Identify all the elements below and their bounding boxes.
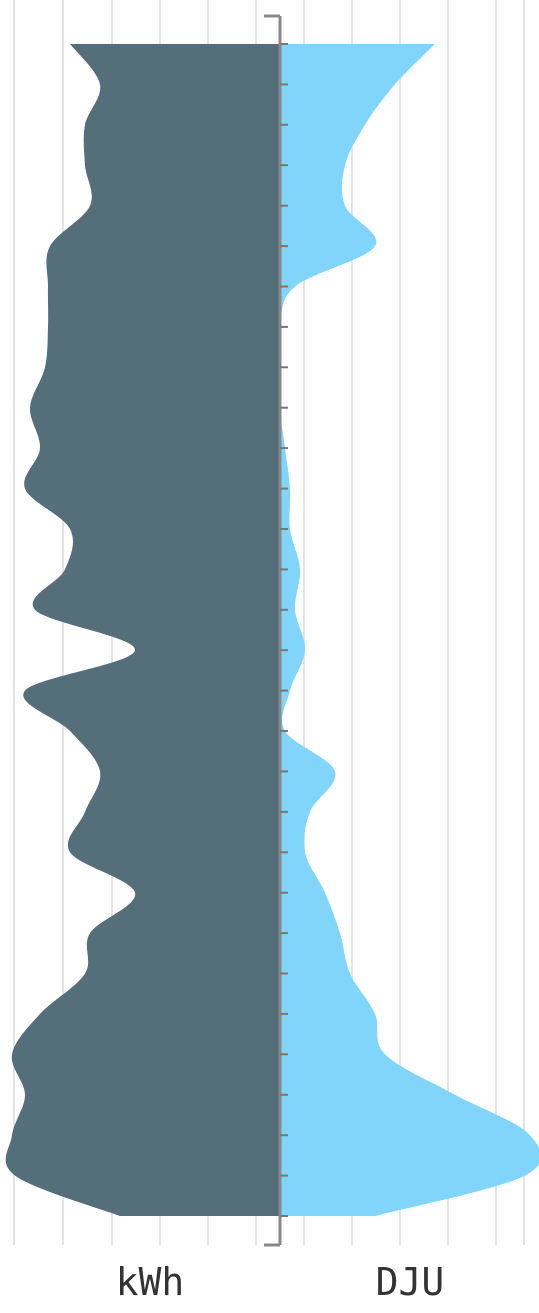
kwh-axis-label: kWh	[116, 1260, 185, 1304]
center-axis	[264, 14, 288, 1247]
kwh-area	[5, 44, 281, 1216]
dju-axis-label: DJU	[376, 1260, 445, 1304]
dju-area	[278, 44, 539, 1216]
